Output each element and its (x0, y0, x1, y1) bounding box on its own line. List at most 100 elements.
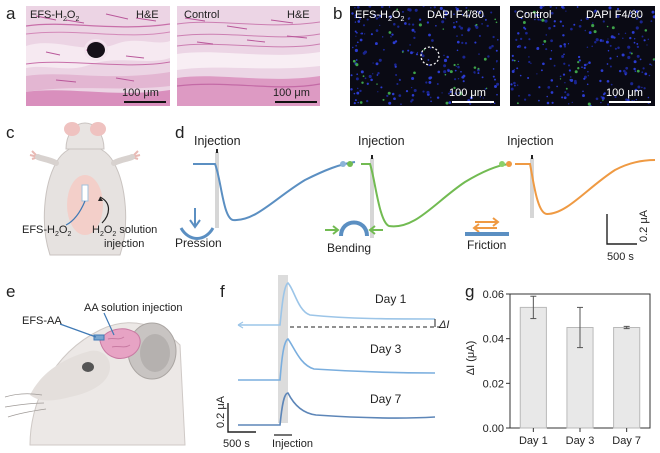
cell-nucleus (606, 103, 610, 106)
current-traces-d: Injection Injection Injection Pression B… (175, 134, 656, 263)
cell-nucleus (516, 67, 519, 70)
cell-nucleus (522, 21, 526, 24)
mode-pression: Pression (175, 236, 222, 250)
cell-nucleus (492, 68, 495, 70)
scale-bar-a-left (124, 101, 166, 103)
cell-nucleus (652, 15, 655, 19)
x-tick-label: Day 3 (566, 435, 595, 447)
injection-band-d2 (370, 158, 374, 238)
cell-nucleus (609, 65, 612, 68)
cell-nucleus (609, 44, 612, 47)
cell-nucleus (542, 6, 545, 8)
cell-nucleus (397, 25, 400, 28)
cell-nucleus (351, 12, 354, 15)
cell-nucleus (565, 87, 568, 90)
cell-nucleus (394, 65, 397, 68)
pression-curve-icon (179, 227, 215, 240)
he-tissue-efs-texture (26, 6, 170, 106)
cell-nucleus (462, 55, 466, 59)
cell-nucleus (622, 37, 624, 39)
cell-nucleus (461, 13, 464, 16)
cell-nucleus (644, 29, 648, 32)
cell-nucleus (536, 47, 540, 50)
cell-nucleus (588, 31, 592, 35)
cell-nucleus (478, 53, 480, 55)
cell-nucleus (374, 42, 378, 46)
cell-nucleus (567, 103, 570, 105)
cell-nucleus (375, 17, 379, 20)
cell-nucleus (570, 78, 574, 82)
cell-nucleus (650, 20, 653, 23)
cell-nucleus (631, 30, 635, 34)
cell-nucleus (460, 26, 464, 30)
cell-nucleus (355, 35, 357, 37)
cell-nucleus (517, 60, 520, 63)
cell-nucleus (614, 47, 617, 50)
cell-nucleus (595, 97, 599, 101)
cell-nucleus (570, 27, 573, 31)
cell-nucleus (483, 57, 487, 61)
cell-nucleus (648, 74, 651, 77)
cell-nucleus (495, 21, 498, 24)
cell-nucleus (360, 70, 364, 74)
cell-nucleus (363, 50, 368, 54)
bar-chart-g: ΔI (μA) 0.00 0.02 0.04 0.06 Day 1 Day 3 Day 7 (465, 289, 651, 447)
injection-label-f: Injection (272, 438, 313, 450)
cell-nucleus (456, 35, 458, 37)
cell-nucleus (350, 88, 353, 91)
cell-nucleus (587, 75, 589, 77)
cell-nucleus (433, 12, 435, 14)
cell-nucleus (396, 82, 399, 86)
cell-nucleus (633, 9, 635, 11)
cell-nucleus (410, 51, 413, 55)
cell-nucleus (551, 101, 554, 104)
cell-nucleus (427, 59, 430, 61)
efs-aa-label: EFS-AA (22, 315, 62, 327)
cell-nucleus (416, 51, 419, 54)
cell-nucleus (482, 97, 485, 99)
cell-nucleus (396, 8, 399, 11)
cell-nucleus (356, 31, 358, 34)
cell-nucleus (357, 101, 359, 104)
dapi-efs-texture (350, 6, 500, 105)
cell-nucleus (459, 92, 462, 96)
cell-nucleus (436, 83, 439, 85)
cell-nucleus (595, 38, 599, 42)
cell-nucleus (405, 90, 409, 93)
cell-nucleus (390, 35, 392, 38)
cell-nucleus (537, 18, 540, 21)
cell-nucleus (385, 15, 387, 18)
trace-day1 (238, 282, 436, 326)
cell-nucleus (359, 38, 363, 42)
cell-nucleus (372, 73, 374, 75)
cell-nucleus (465, 6, 468, 9)
ear-right-icon (90, 122, 106, 136)
cell-nucleus (587, 102, 591, 106)
cell-nucleus (639, 58, 642, 61)
cell-nucleus (602, 20, 605, 23)
cell-nucleus (394, 63, 397, 66)
rat-head-illustration (4, 312, 186, 446)
cell-nucleus (636, 69, 640, 73)
panel-label-c: c (6, 123, 15, 142)
cell-nucleus (356, 6, 360, 9)
scale-bar-d (606, 214, 637, 245)
cell-nucleus (458, 25, 461, 28)
cell-nucleus (542, 43, 544, 46)
cell-nucleus (447, 92, 451, 95)
cell-nucleus (478, 34, 481, 38)
cell-nucleus (484, 18, 487, 21)
cell-nucleus (581, 66, 583, 68)
cell-nucleus (497, 39, 499, 41)
cell-nucleus (559, 78, 562, 80)
cell-nucleus (366, 82, 369, 85)
cell-nucleus (435, 25, 437, 27)
cell-nucleus (354, 16, 357, 19)
cell-nucleus (399, 79, 401, 81)
cell-nucleus (441, 92, 443, 94)
cell-nucleus (583, 77, 586, 80)
cell-nucleus (461, 41, 464, 45)
cell-nucleus (391, 92, 395, 96)
cell-nucleus (426, 21, 430, 24)
cell-nucleus (545, 48, 548, 51)
